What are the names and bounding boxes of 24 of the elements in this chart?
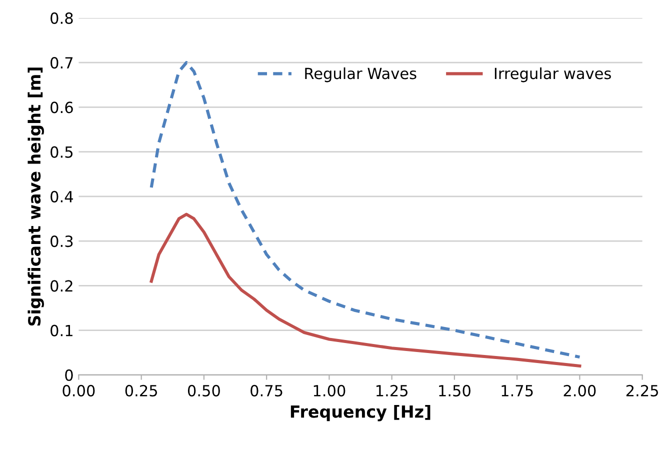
y-tick-label: 0.7 xyxy=(50,57,73,69)
y-tick-label: 0.4 xyxy=(50,190,73,202)
line-series xyxy=(150,212,582,368)
x-tick-label: 0.00 xyxy=(62,384,95,396)
x-tick-label: 2.25 xyxy=(626,384,658,396)
x-tick-label: 2.00 xyxy=(564,384,596,396)
x-axis-title: Frequency [Hz] xyxy=(290,404,430,422)
x-tick-label: 1.50 xyxy=(439,384,470,396)
y-tick-label: 0.1 xyxy=(50,324,72,336)
x-tick-label: 1.75 xyxy=(502,385,533,396)
y-axis-title: Significant wave height [m] xyxy=(28,68,44,326)
legend-label: Regular Waves xyxy=(305,67,416,82)
y-tick-label: 0.3 xyxy=(50,236,73,248)
legend-label: Irregular waves xyxy=(494,67,611,82)
y-tick-label: 0 xyxy=(65,369,73,381)
x-tick-label: 1.25 xyxy=(376,384,408,396)
y-tick-label: 0.8 xyxy=(50,12,73,24)
y-tick-label: 0.2 xyxy=(50,280,72,292)
y-tick-label: 0.5 xyxy=(50,146,73,158)
x-tick-label: 0.75 xyxy=(250,384,282,396)
x-tick-label: 1.00 xyxy=(314,384,346,396)
y-tick-label: 0.6 xyxy=(50,102,73,114)
x-tick-label: 0.50 xyxy=(188,384,220,396)
x-tick-label: 0.25 xyxy=(125,384,158,396)
